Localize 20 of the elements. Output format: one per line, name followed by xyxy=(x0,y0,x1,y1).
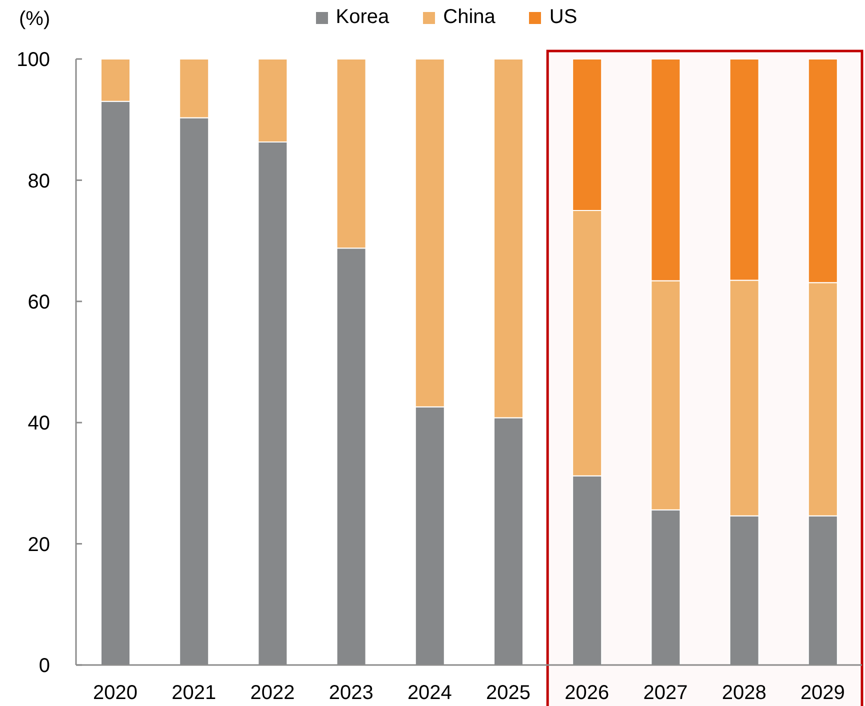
x-tick-label: 2021 xyxy=(172,682,216,704)
y-tick-label: 20 xyxy=(28,534,50,556)
legend-label: China xyxy=(443,6,496,28)
x-tick-label: 2022 xyxy=(250,682,295,704)
y-tick-label: 100 xyxy=(16,49,50,72)
legend-label: US xyxy=(549,6,578,28)
x-tick-label: 2023 xyxy=(328,682,374,704)
x-tick-label: 2027 xyxy=(643,682,688,704)
x-tick-label: 2029 xyxy=(800,682,845,704)
x-tick-label: 2020 xyxy=(93,682,138,704)
y-tick-label: 80 xyxy=(28,170,50,192)
x-tick-label: 2026 xyxy=(564,682,610,704)
y-tick-label: 60 xyxy=(28,292,50,314)
legend-label: Korea xyxy=(336,6,390,28)
y-tick-label: 0 xyxy=(38,655,50,678)
y-tick-label: 40 xyxy=(28,412,50,435)
x-tick-label: 2028 xyxy=(722,682,766,704)
y-axis-title: (%) xyxy=(19,8,50,30)
x-tick-label: 2025 xyxy=(486,682,531,704)
x-tick-label: 2024 xyxy=(407,682,452,704)
